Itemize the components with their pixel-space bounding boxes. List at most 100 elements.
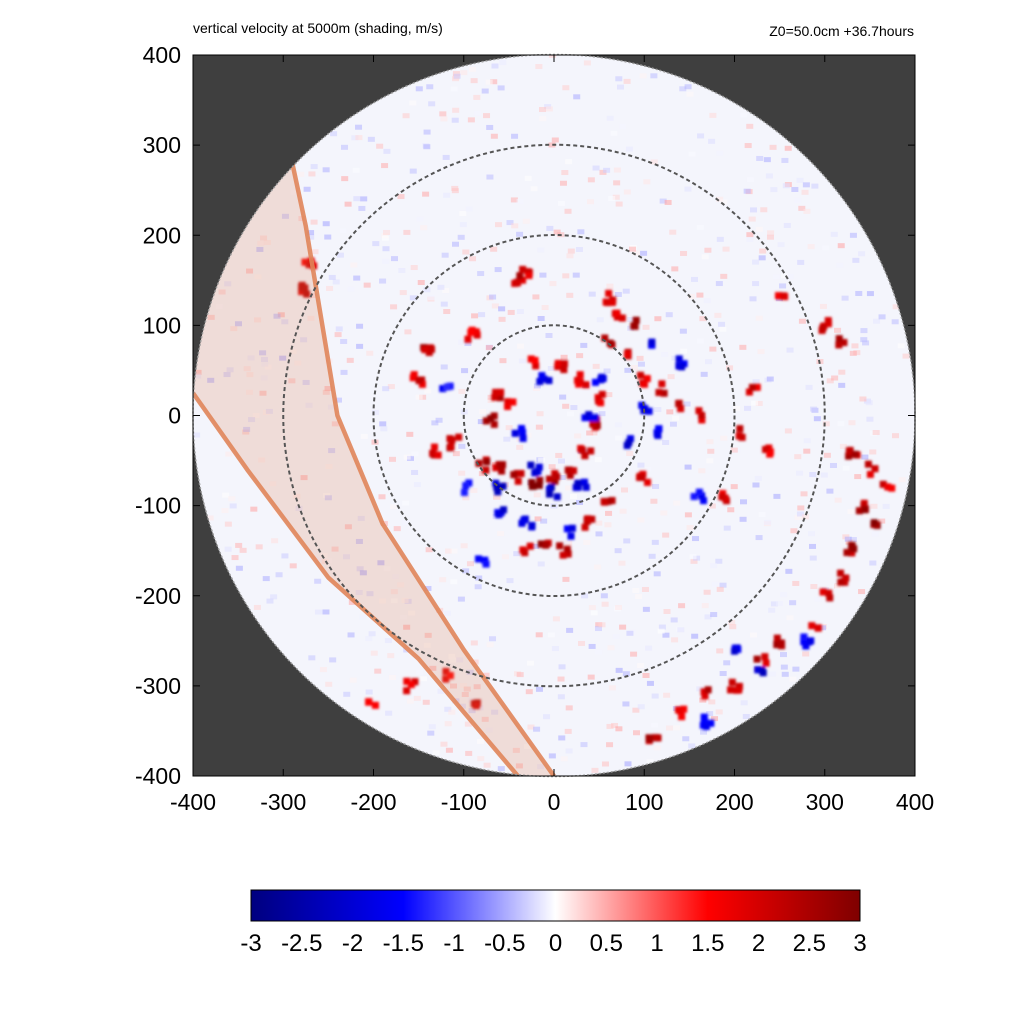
updraft-cell bbox=[866, 470, 874, 478]
texture-cell bbox=[716, 150, 724, 156]
texture-cell bbox=[526, 660, 534, 666]
texture-cell bbox=[822, 421, 830, 427]
updraft-cell bbox=[861, 506, 869, 514]
downdraft-cell bbox=[493, 483, 501, 491]
texture-cell bbox=[853, 350, 861, 356]
land-band bbox=[193, 163, 554, 776]
texture-cell bbox=[463, 686, 471, 692]
texture-cell bbox=[783, 222, 791, 228]
texture-cell bbox=[619, 124, 627, 130]
texture-cell bbox=[547, 366, 555, 372]
texture-cell bbox=[651, 693, 659, 699]
texture-cell bbox=[749, 296, 757, 302]
updraft-cell bbox=[819, 588, 827, 596]
texture-cell bbox=[498, 306, 506, 312]
texture-cell bbox=[516, 231, 524, 237]
texture-cell bbox=[612, 633, 620, 639]
updraft-cell bbox=[455, 433, 463, 441]
downdraft-cell bbox=[499, 482, 507, 490]
texture-cell bbox=[340, 369, 348, 375]
updraft-cell bbox=[415, 377, 423, 385]
texture-cell bbox=[404, 329, 412, 335]
downdraft-cell bbox=[538, 372, 546, 380]
texture-cell bbox=[420, 225, 428, 231]
texture-cell bbox=[382, 386, 390, 392]
texture-cell bbox=[365, 636, 373, 642]
texture-cell bbox=[624, 367, 632, 373]
texture-cell bbox=[451, 117, 459, 123]
texture-cell bbox=[307, 315, 315, 321]
texture-cell bbox=[596, 317, 604, 323]
updraft-cell bbox=[490, 412, 498, 420]
texture-cell bbox=[223, 372, 231, 378]
texture-cell bbox=[740, 112, 748, 118]
texture-cell bbox=[836, 262, 844, 268]
texture-cell bbox=[322, 221, 330, 227]
updraft-cell bbox=[736, 425, 744, 433]
texture-cell bbox=[576, 353, 584, 359]
updraft-cell bbox=[608, 497, 616, 505]
texture-cell bbox=[545, 333, 553, 339]
texture-cell bbox=[491, 303, 499, 309]
texture-cell bbox=[588, 605, 596, 611]
texture-cell bbox=[545, 106, 553, 112]
texture-cell bbox=[477, 419, 485, 425]
texture-cell bbox=[343, 554, 351, 560]
texture-cell bbox=[831, 375, 839, 381]
texture-cell bbox=[703, 298, 711, 304]
texture-cell bbox=[603, 167, 611, 173]
texture-cell bbox=[740, 700, 748, 706]
texture-cell bbox=[739, 516, 747, 522]
texture-cell bbox=[591, 767, 599, 773]
texture-cell bbox=[207, 314, 215, 320]
y-tick-label: -300 bbox=[135, 673, 181, 699]
texture-cell bbox=[397, 582, 405, 588]
downdraft-cell bbox=[475, 555, 483, 563]
texture-cell bbox=[665, 725, 673, 731]
texture-cell bbox=[842, 465, 850, 471]
texture-cell bbox=[782, 183, 790, 189]
texture-cell bbox=[701, 254, 709, 260]
texture-cell bbox=[780, 652, 788, 658]
updraft-cell bbox=[674, 706, 682, 714]
texture-cell bbox=[613, 180, 621, 186]
texture-cell bbox=[562, 85, 570, 91]
texture-cell bbox=[706, 439, 714, 445]
texture-cell bbox=[277, 312, 285, 318]
colorbar-tick-label: -2.5 bbox=[281, 930, 322, 957]
texture-cell bbox=[452, 71, 460, 77]
texture-cell bbox=[476, 738, 484, 744]
texture-cell bbox=[466, 561, 474, 567]
updraft-cell bbox=[509, 398, 517, 406]
texture-cell bbox=[730, 447, 738, 453]
texture-cell bbox=[691, 633, 699, 639]
texture-cell bbox=[704, 614, 712, 620]
updraft-cell bbox=[593, 422, 601, 430]
texture-cell bbox=[759, 248, 767, 254]
texture-cell bbox=[640, 250, 648, 256]
texture-cell bbox=[340, 338, 348, 344]
texture-cell bbox=[246, 372, 254, 378]
updraft-cell bbox=[704, 686, 712, 694]
texture-cell bbox=[428, 101, 436, 107]
texture-cell bbox=[390, 598, 398, 604]
texture-cell bbox=[485, 345, 493, 351]
texture-cell bbox=[622, 671, 630, 677]
texture-cell bbox=[587, 177, 595, 183]
updraft-cell bbox=[658, 380, 666, 388]
texture-cell bbox=[752, 259, 760, 265]
texture-cell bbox=[289, 563, 297, 569]
texture-cell bbox=[615, 667, 623, 673]
texture-cell bbox=[667, 374, 675, 380]
downdraft-cell bbox=[439, 385, 447, 393]
texture-cell bbox=[451, 188, 459, 194]
texture-cell bbox=[869, 449, 877, 455]
updraft-cell bbox=[542, 541, 550, 549]
texture-cell bbox=[583, 60, 591, 66]
texture-cell bbox=[651, 539, 659, 545]
texture-cell bbox=[423, 129, 431, 135]
texture-cell bbox=[315, 556, 323, 562]
downdraft-cell bbox=[572, 483, 580, 491]
texture-cell bbox=[588, 643, 596, 649]
texture-cell bbox=[512, 747, 520, 753]
